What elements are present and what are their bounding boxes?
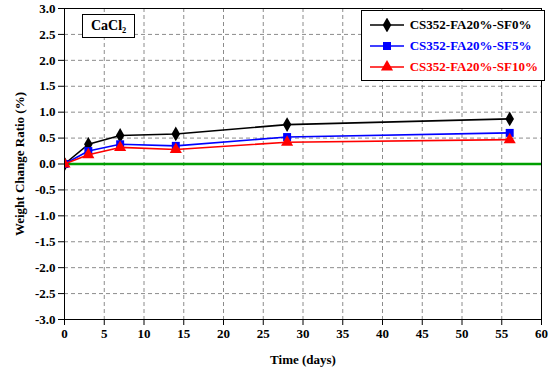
- svg-text:0: 0: [61, 326, 68, 341]
- svg-text:Time (days): Time (days): [270, 352, 336, 367]
- svg-text:5: 5: [101, 326, 108, 341]
- svg-text:-1.0: -1.0: [35, 208, 56, 223]
- svg-text:0.5: 0.5: [39, 130, 56, 145]
- svg-text:3.0: 3.0: [39, 1, 55, 16]
- svg-text:35: 35: [336, 326, 350, 341]
- svg-text:25: 25: [257, 326, 271, 341]
- svg-text:0.0: 0.0: [39, 156, 55, 171]
- svg-text:2.0: 2.0: [39, 52, 55, 67]
- svg-text:-1.5: -1.5: [35, 234, 56, 249]
- svg-text:60: 60: [535, 326, 548, 341]
- svg-text:15: 15: [177, 326, 191, 341]
- svg-text:40: 40: [376, 326, 389, 341]
- svg-text:-2.0: -2.0: [35, 260, 56, 275]
- html-text:CS352-FA20%-SF5%: CS352-FA20%-SF5%: [409, 37, 532, 53]
- svg-text:20: 20: [217, 326, 230, 341]
- svg-text:45: 45: [416, 326, 430, 341]
- svg-text:55: 55: [495, 326, 509, 341]
- svg-text:1.5: 1.5: [39, 78, 56, 93]
- svg-text:-0.5: -0.5: [35, 182, 56, 197]
- svg-text:10: 10: [138, 326, 151, 341]
- svg-text:50: 50: [456, 326, 469, 341]
- svg-text:1.0: 1.0: [39, 104, 55, 119]
- html-text:CaCl₂: CaCl₂: [91, 18, 127, 33]
- svg-text:-2.5: -2.5: [35, 286, 56, 301]
- svg-text:Weight Change Ratio (%): Weight Change Ratio (%): [12, 92, 27, 236]
- svg-text:2.5: 2.5: [39, 27, 56, 42]
- html-text:CS352-FA20%-SF0%: CS352-FA20%-SF0%: [409, 16, 532, 32]
- html-text:CS352-FA20%-SF10%: CS352-FA20%-SF10%: [409, 58, 538, 74]
- svg-text:30: 30: [297, 326, 310, 341]
- svg-text:-3.0: -3.0: [35, 312, 56, 327]
